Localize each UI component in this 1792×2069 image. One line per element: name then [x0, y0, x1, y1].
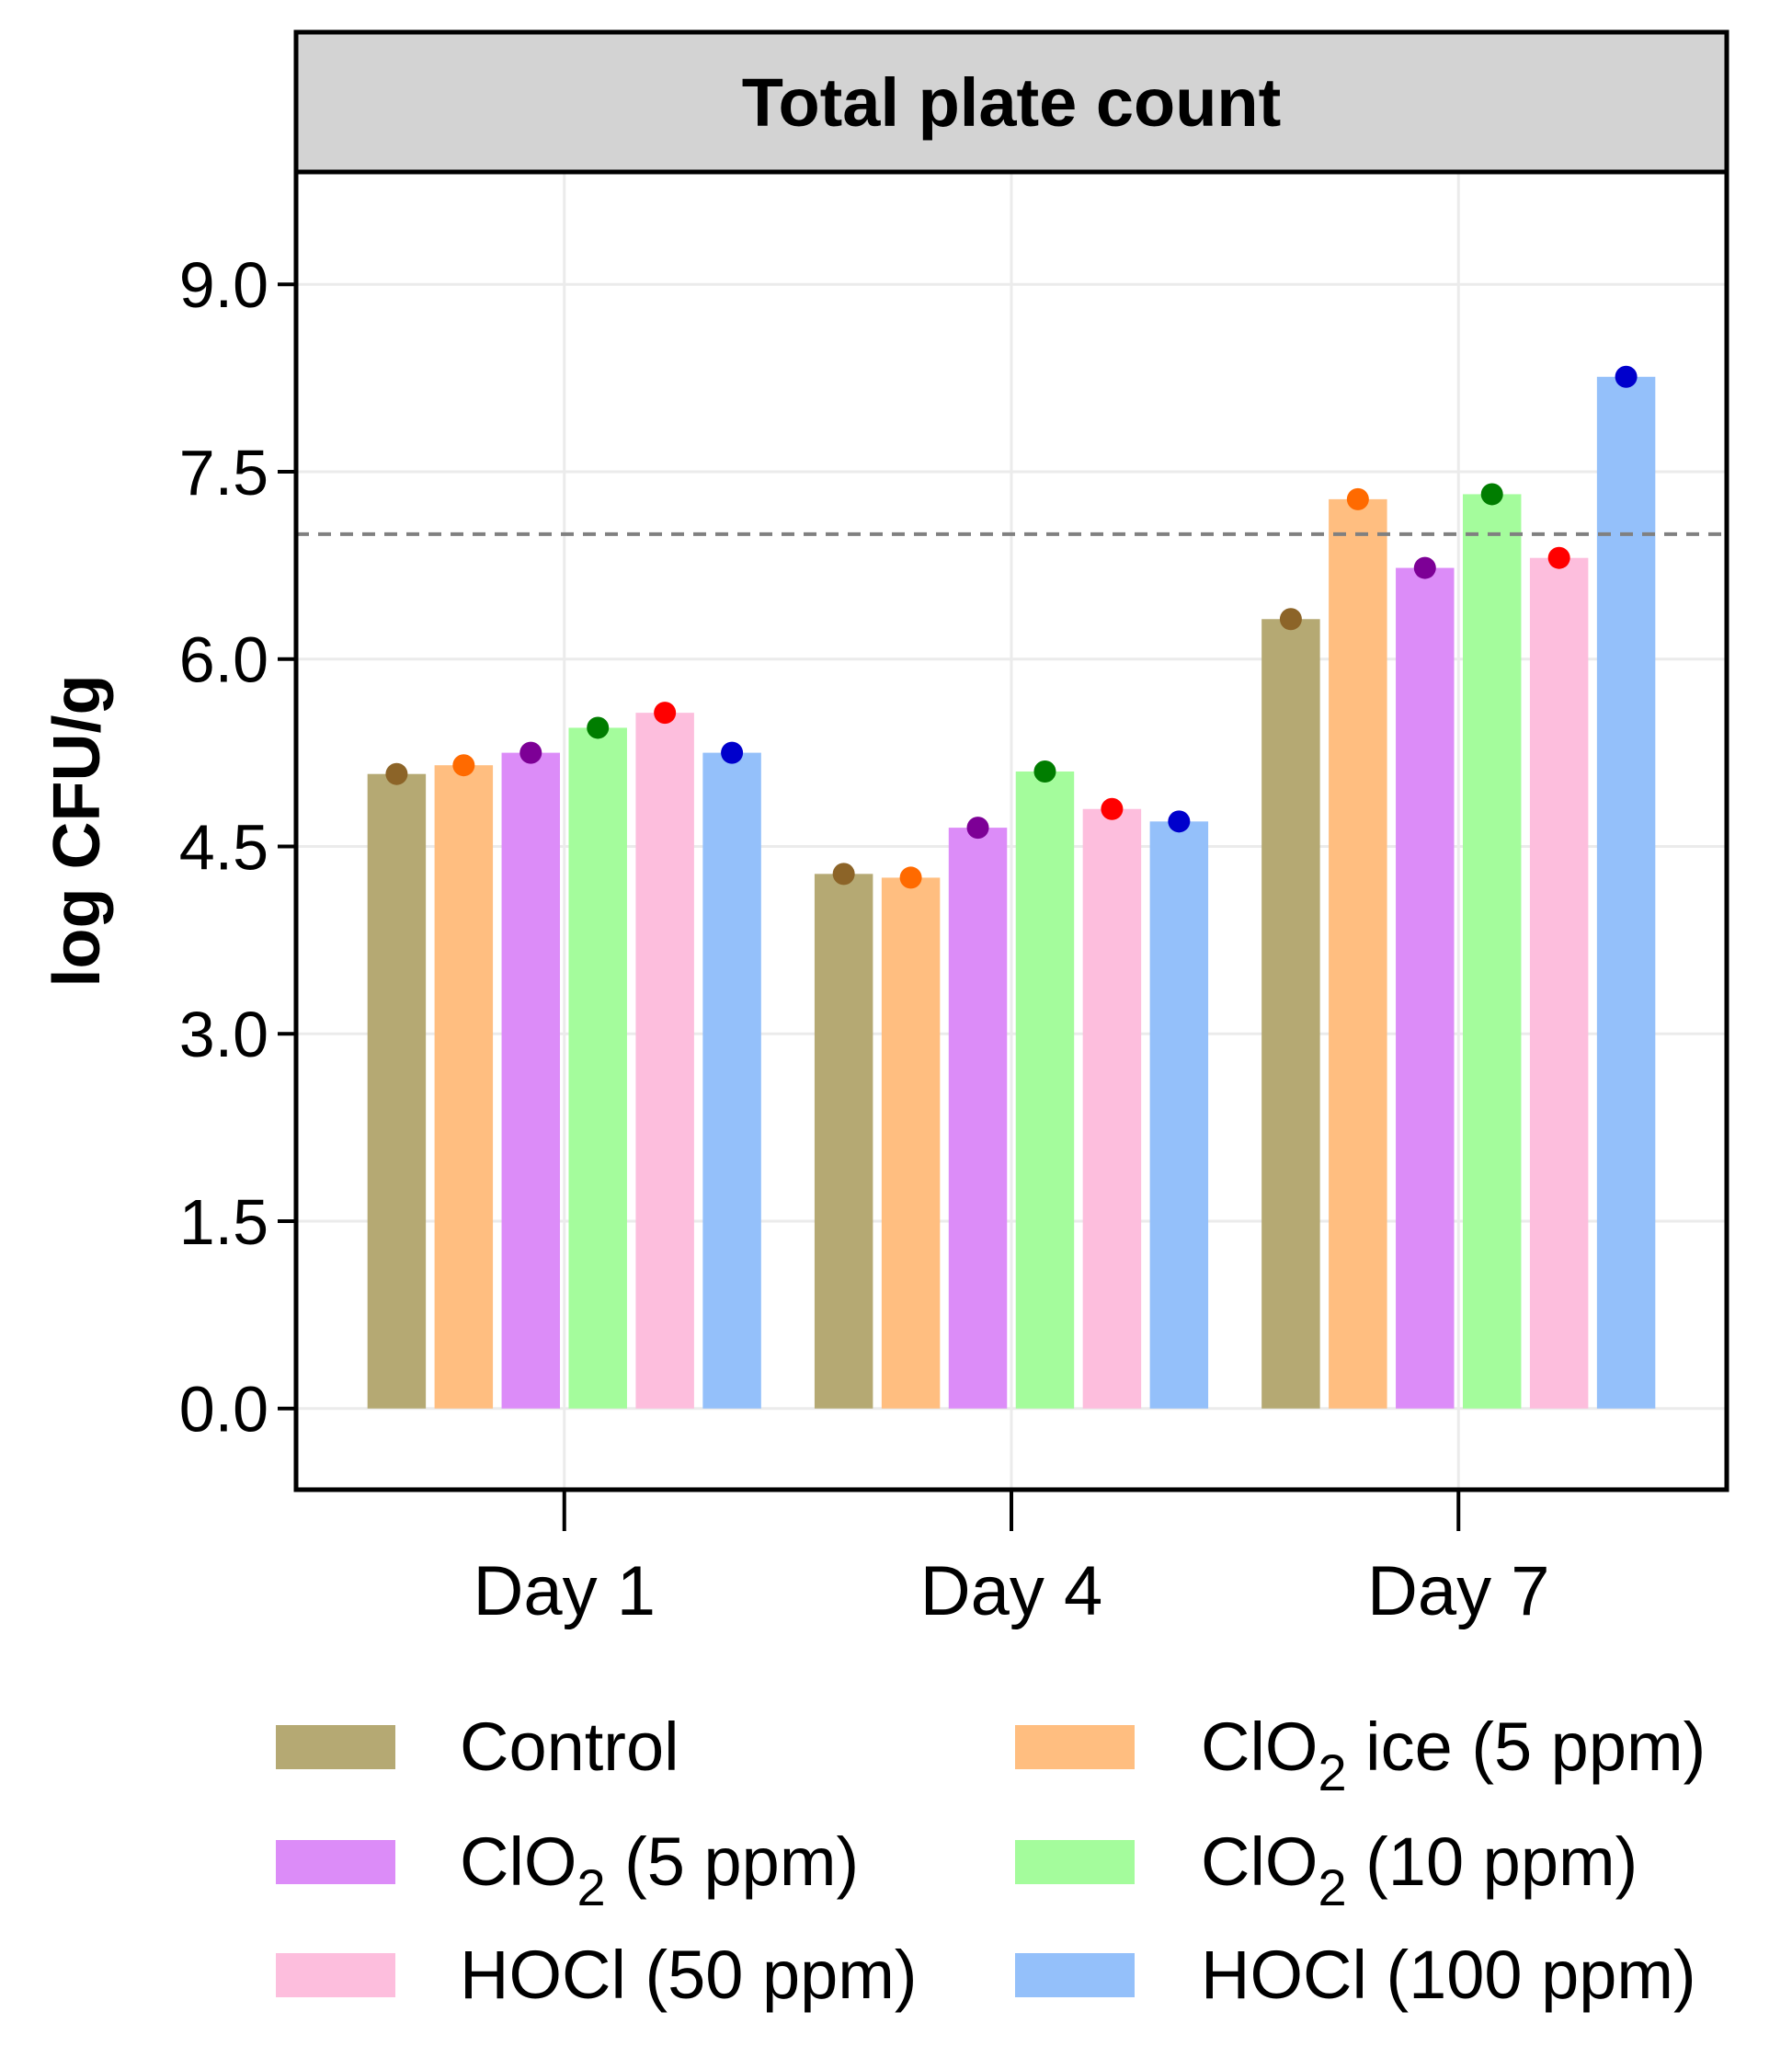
bar [367, 773, 427, 1409]
data-point [587, 716, 610, 739]
strip-background [293, 29, 1729, 175]
bar [948, 828, 1008, 1409]
legend: Control ClO2 ice (5 ppm) ClO2 (5 ppm) ClO2 … [276, 1709, 1706, 2013]
data-point [966, 817, 989, 840]
bar [635, 713, 694, 1409]
data-point [385, 762, 408, 785]
legend-label: HOCl (100 ppm) [1201, 1937, 1696, 2013]
data-point [452, 754, 475, 777]
legend-key [1015, 1840, 1135, 1884]
legend-item: HOCl (100 ppm) [1015, 1937, 1696, 2013]
data-point [1279, 608, 1302, 631]
legend-key [1015, 1725, 1135, 1769]
x-tick-label: Day 4 [920, 1552, 1103, 1630]
bar [1149, 821, 1209, 1409]
data-point [519, 741, 542, 764]
data-point [899, 866, 922, 889]
data-point [1413, 556, 1436, 579]
bar [1015, 771, 1075, 1409]
bars [367, 376, 1656, 1409]
legend-item: HOCl (50 ppm) [276, 1937, 918, 2013]
legend-key [276, 1725, 395, 1769]
legend-label: Control [460, 1709, 679, 1785]
bar [501, 752, 561, 1409]
bar [1596, 376, 1656, 1409]
data-point [1480, 483, 1503, 506]
data-point [1547, 546, 1570, 569]
chart-title: Total plate count [742, 64, 1282, 141]
bar [434, 765, 494, 1409]
bar [702, 752, 761, 1409]
legend-key [276, 1840, 395, 1884]
y-tick-label: 4.5 [179, 811, 268, 883]
legend-item: Control [276, 1709, 679, 1785]
legend-label: ClO2 (10 ppm) [1201, 1823, 1638, 1916]
facet-strip: Total plate count [293, 29, 1729, 175]
bar [1462, 494, 1522, 1409]
data-point [1033, 760, 1056, 783]
y-tick-label: 3.0 [179, 999, 268, 1070]
data-point [1615, 365, 1638, 388]
y-tick-label: 7.5 [179, 437, 268, 509]
y-tick-label: 6.0 [179, 624, 268, 696]
data-point [721, 741, 744, 764]
legend-item: ClO2 (10 ppm) [1015, 1823, 1638, 1916]
y-axis-label: log CFU/g [40, 675, 114, 988]
bar [881, 877, 941, 1409]
legend-key [276, 1953, 395, 1997]
bar [814, 874, 873, 1409]
bar [568, 727, 627, 1409]
legend-label: ClO2 ice (5 ppm) [1201, 1709, 1706, 1801]
bar [1396, 567, 1455, 1409]
data-point [1346, 487, 1369, 510]
plot-panel [293, 169, 1729, 1492]
axes: 0.0 1.5 3.0 4.5 6.0 7.5 9.0 Day 1 Day 4 Day 7 log … [40, 249, 1550, 1630]
legend-item: ClO2 (5 ppm) [276, 1823, 859, 1916]
y-tick-label: 9.0 [179, 249, 268, 321]
bar [1261, 619, 1320, 1409]
points [385, 365, 1638, 889]
legend-label: HOCl (50 ppm) [460, 1937, 918, 2013]
y-tick-label: 1.5 [179, 1186, 268, 1258]
x-tick-label: Day 7 [1367, 1552, 1550, 1630]
data-point [832, 863, 855, 886]
data-point [1168, 810, 1191, 833]
legend-label: ClO2 (5 ppm) [460, 1823, 859, 1916]
bar [1082, 808, 1142, 1409]
bar [1329, 498, 1387, 1409]
y-tick-label: 0.0 [179, 1374, 268, 1446]
legend-key [1015, 1953, 1135, 1997]
x-tick-label: Day 1 [473, 1552, 656, 1630]
bar [1529, 557, 1589, 1409]
data-point [1101, 797, 1124, 820]
legend-item: ClO2 ice (5 ppm) [1015, 1709, 1706, 1801]
data-point [654, 702, 677, 725]
